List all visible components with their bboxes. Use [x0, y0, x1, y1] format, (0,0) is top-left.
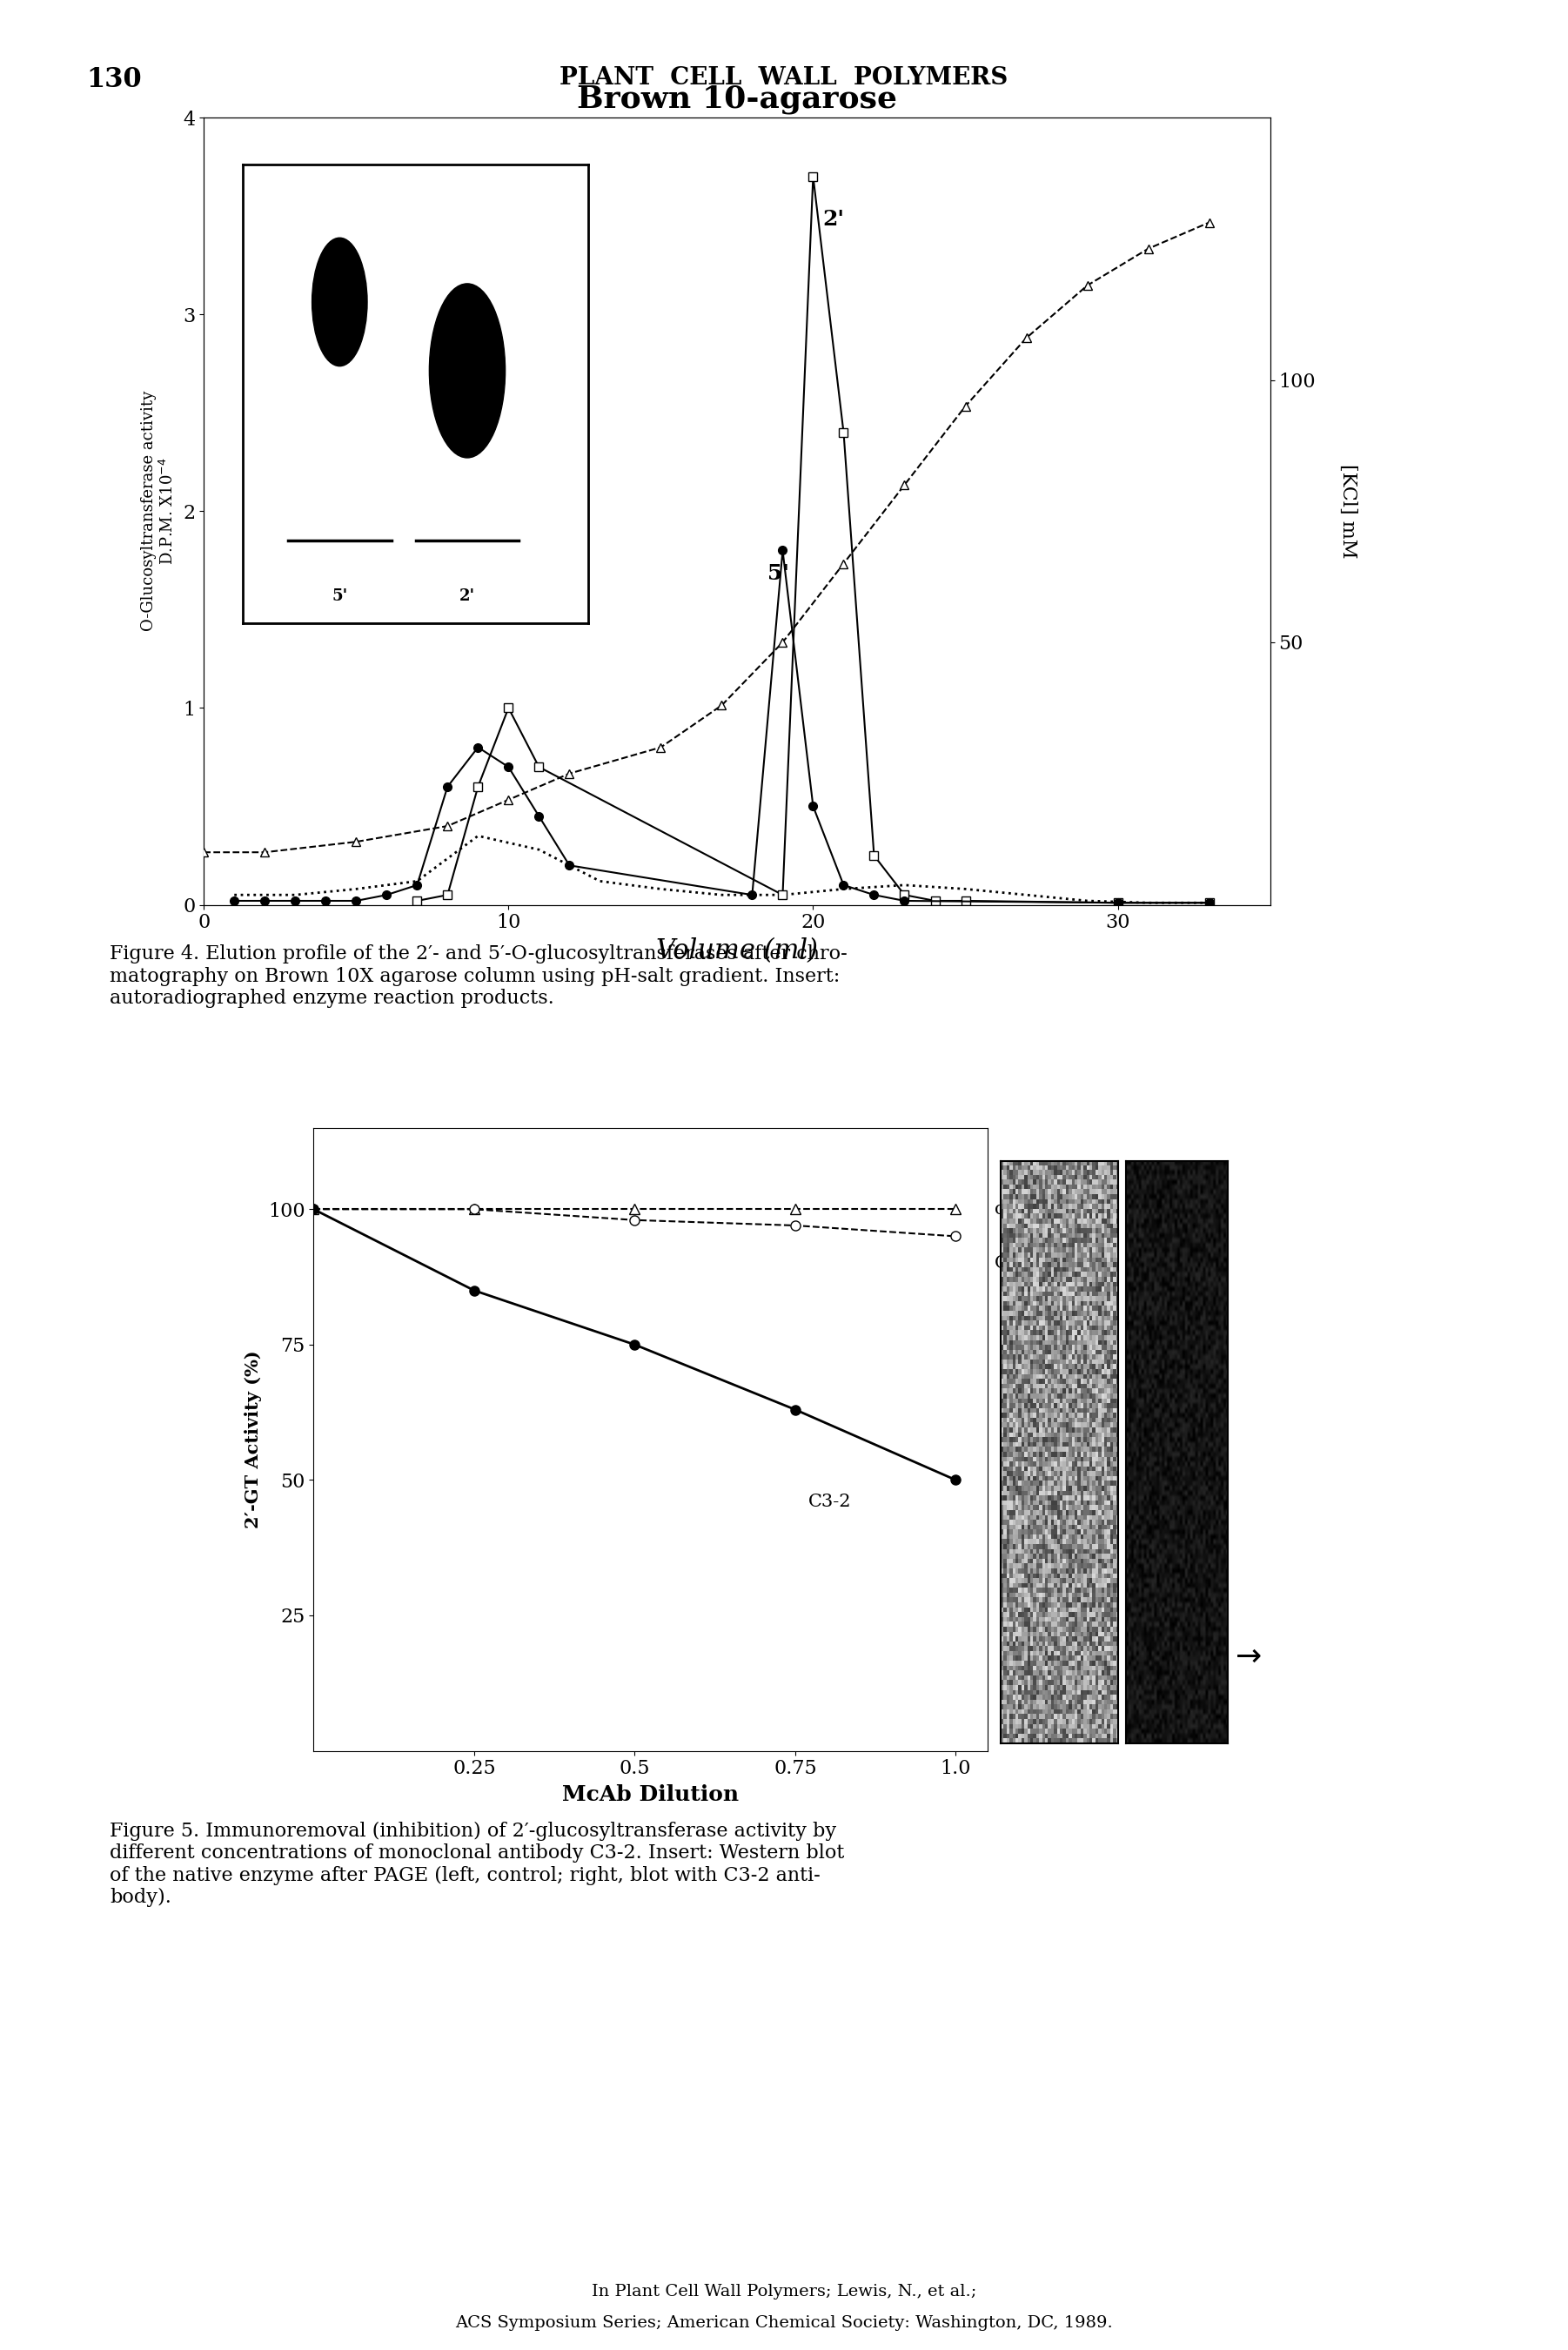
Text: Figure 5. Immunoremoval (inhibition) of 2′-glucosyltransferase activity by
diffe: Figure 5. Immunoremoval (inhibition) of … — [110, 1821, 845, 1906]
Text: In Plant Cell Wall Polymers; Lewis, N., et al.;: In Plant Cell Wall Polymers; Lewis, N., … — [591, 2284, 977, 2301]
Text: control: control — [994, 1201, 1060, 1217]
Text: →: → — [1236, 1643, 1262, 1671]
X-axis label: McAb Dilution: McAb Dilution — [563, 1784, 739, 1805]
Text: 5': 5' — [332, 590, 348, 604]
Text: 2': 2' — [459, 590, 475, 604]
Title: Brown 10-agarose: Brown 10-agarose — [577, 85, 897, 115]
Text: 5': 5' — [767, 564, 789, 585]
Text: C3-2: C3-2 — [808, 1492, 851, 1511]
Y-axis label: 2′-GT Activity (%): 2′-GT Activity (%) — [245, 1351, 262, 1528]
Text: Figure 4. Elution profile of the 2′- and 5′-O-glucosyltransferases after chro-
m: Figure 4. Elution profile of the 2′- and… — [110, 945, 847, 1008]
Text: 2': 2' — [822, 209, 844, 230]
Text: C7-1: C7-1 — [994, 1255, 1038, 1271]
Ellipse shape — [312, 237, 367, 367]
Ellipse shape — [430, 284, 505, 458]
Y-axis label: [KCl] mM: [KCl] mM — [1339, 463, 1358, 559]
Text: ACS Symposium Series; American Chemical Society: Washington, DC, 1989.: ACS Symposium Series; American Chemical … — [455, 2315, 1113, 2331]
Y-axis label: O-Glucosyltransferase activity
D.P.M. X10$^{-4}$: O-Glucosyltransferase activity D.P.M. X1… — [141, 390, 177, 632]
Text: PLANT  CELL  WALL  POLYMERS: PLANT CELL WALL POLYMERS — [560, 66, 1008, 89]
X-axis label: Volume (ml): Volume (ml) — [655, 938, 818, 963]
Text: 130: 130 — [86, 66, 141, 92]
